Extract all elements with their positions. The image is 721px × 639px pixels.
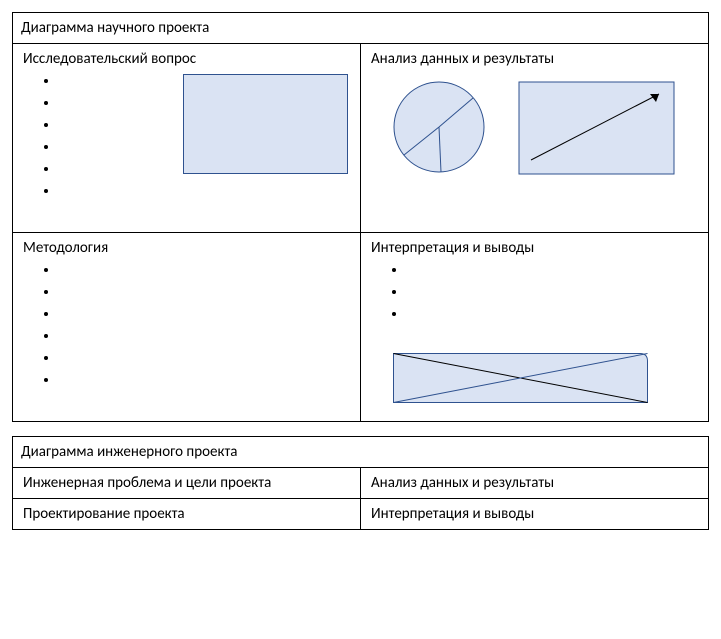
science-title-cell: Диаграмма научного проекта [13,13,709,44]
eng-q2-cell: Анализ данных и результаты [361,468,709,499]
bullet-item [407,283,698,305]
science-title: Диаграмма научного проекта [21,19,209,37]
eng-title-cell: Диаграмма инженерного проекта [13,437,709,468]
bullet-item [59,371,350,393]
trend-chart-icon [519,82,674,174]
bullet-item [59,283,350,305]
eng-q3-label: Проектирование проекта [23,505,185,523]
science-q3-cell: Методология [13,233,361,422]
bullet-item [59,349,350,371]
eng-q1-cell: Инженерная проблема и цели проекта [13,468,361,499]
pie-chart-icon [394,82,484,172]
bullet-item [59,261,350,283]
science-q1-label: Исследовательский вопрос [23,50,350,68]
eng-q2-label: Анализ данных и результаты [371,474,554,492]
science-q2-content [371,72,698,222]
bullet-item [59,182,350,204]
science-q4-content [371,261,698,411]
bullet-item [407,261,698,283]
bullet-item [407,305,698,327]
science-q4-bullets [371,261,698,327]
research-rectangle-shape [183,74,348,174]
science-q4-cell: Интерпретация и выводы [361,233,709,422]
science-q1-content [23,72,350,222]
analysis-graphics [371,72,691,192]
science-q2-label: Анализ данных и результаты [371,50,698,68]
science-q3-label: Методология [23,239,350,257]
science-q4-label: Интерпретация и выводы [371,239,698,257]
conclusion-shape [393,353,693,408]
bullet-item [59,305,350,327]
table-spacer [12,422,709,436]
science-q2-cell: Анализ данных и результаты [361,44,709,233]
eng-title: Диаграмма инженерного проекта [21,443,237,461]
engineering-project-table: Диаграмма инженерного проекта Инженерная… [12,436,709,530]
eng-q4-cell: Интерпретация и выводы [361,499,709,530]
eng-q1-label: Инженерная проблема и цели проекта [23,474,271,492]
bullet-item [59,327,350,349]
science-project-table: Диаграмма научного проекта Исследователь… [12,12,709,422]
science-q3-bullets [23,261,350,393]
eng-q3-cell: Проектирование проекта [13,499,361,530]
science-q1-cell: Исследовательский вопрос [13,44,361,233]
eng-q4-label: Интерпретация и выводы [371,505,534,523]
